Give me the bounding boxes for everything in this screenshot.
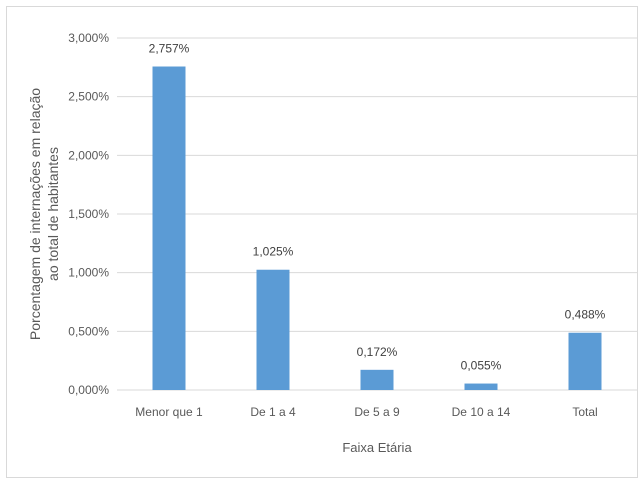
y-tick-label: 2,000% xyxy=(68,148,109,162)
chart-frame: 2,757% 1,025% 0,172% 0,055% 0,488% 0,000% 0,5… xyxy=(6,6,638,478)
data-label: 0,055% xyxy=(461,359,502,373)
gridlines xyxy=(117,38,637,390)
y-tick-label: 2,500% xyxy=(68,90,109,104)
x-tick-label: De 5 a 9 xyxy=(354,405,400,419)
bar xyxy=(361,370,394,390)
y-axis-ticks: 0,000% 0,500% 1,000% 1,500% 2,000% 2,500% 3,00… xyxy=(68,31,109,397)
data-label: 0,172% xyxy=(357,345,398,359)
y-tick-label: 1,000% xyxy=(68,266,109,280)
y-tick-label: 1,500% xyxy=(68,207,109,221)
x-tick-label: De 10 a 14 xyxy=(452,405,511,419)
y-tick-label: 0,500% xyxy=(68,324,109,338)
bar xyxy=(153,67,186,390)
y-axis-title-line-1: Porcentagem de internações em relação xyxy=(27,88,43,340)
data-labels: 2,757% 1,025% 0,172% 0,055% 0,488% xyxy=(149,42,606,373)
bar xyxy=(257,270,290,390)
y-tick-label: 3,000% xyxy=(68,31,109,45)
y-tick-label: 0,000% xyxy=(68,383,109,397)
chart-svg: 2,757% 1,025% 0,172% 0,055% 0,488% 0,000% 0,5… xyxy=(7,7,639,479)
bars xyxy=(153,67,602,390)
bar xyxy=(569,333,602,390)
y-axis-title-line-2: ao total de habitantes xyxy=(45,147,61,281)
data-label: 0,488% xyxy=(565,308,606,322)
x-tick-label: De 1 a 4 xyxy=(250,405,296,419)
x-axis-ticks: Menor que 1 De 1 a 4 De 5 a 9 De 10 a 14 Tot… xyxy=(135,405,597,419)
data-label: 2,757% xyxy=(149,42,190,56)
data-label: 1,025% xyxy=(253,245,294,259)
x-tick-label: Total xyxy=(572,405,597,419)
x-axis-title: Faixa Etária xyxy=(342,440,412,455)
x-tick-label: Menor que 1 xyxy=(135,405,203,419)
bar xyxy=(465,384,498,390)
